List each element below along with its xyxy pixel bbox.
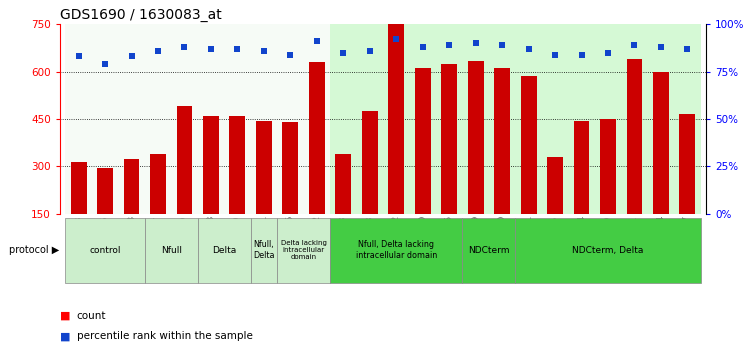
Bar — [383, 24, 409, 214]
Bar — [124, 159, 140, 262]
Bar — [442, 64, 457, 262]
Bar — [97, 168, 113, 262]
Bar — [674, 24, 701, 214]
Bar — [621, 24, 647, 214]
Bar — [574, 121, 590, 262]
Bar — [198, 218, 251, 283]
Text: NDCterm, Delta: NDCterm, Delta — [572, 246, 644, 255]
Bar — [600, 119, 616, 262]
Bar — [256, 121, 272, 262]
Bar — [145, 218, 198, 283]
Bar — [330, 24, 357, 214]
Point — [655, 44, 667, 50]
Point — [443, 42, 455, 48]
Text: Nfull,
Delta: Nfull, Delta — [253, 240, 275, 260]
Bar — [409, 24, 436, 214]
Point — [549, 52, 561, 57]
Point — [179, 44, 191, 50]
Text: Nfull: Nfull — [161, 246, 182, 255]
Text: control: control — [89, 246, 121, 255]
Bar — [145, 24, 171, 214]
Text: ■: ■ — [60, 332, 71, 341]
Bar — [119, 24, 145, 214]
Text: percentile rank within the sample: percentile rank within the sample — [77, 332, 252, 341]
Point — [629, 42, 641, 48]
Bar — [647, 24, 674, 214]
Bar — [362, 111, 378, 262]
Bar — [198, 24, 225, 214]
Bar — [468, 60, 484, 262]
Bar — [277, 218, 330, 283]
Point — [258, 48, 270, 53]
Bar — [92, 24, 119, 214]
Bar — [547, 157, 563, 262]
Text: Nfull, Delta lacking
intracellular domain: Nfull, Delta lacking intracellular domai… — [356, 240, 437, 260]
Bar — [71, 162, 86, 262]
Point — [523, 46, 535, 51]
Bar — [463, 24, 489, 214]
Bar — [225, 24, 251, 214]
Bar — [515, 24, 541, 214]
Point — [496, 42, 508, 48]
Point — [337, 50, 349, 55]
Bar — [251, 218, 277, 283]
Bar — [569, 24, 595, 214]
Bar — [277, 24, 303, 214]
Text: GDS1690 / 1630083_at: GDS1690 / 1630083_at — [60, 8, 222, 22]
Point — [602, 50, 614, 55]
Point — [99, 61, 111, 67]
Bar — [494, 68, 510, 262]
Bar — [176, 106, 192, 262]
Bar — [520, 76, 536, 262]
Point — [681, 46, 693, 51]
Point — [152, 48, 164, 53]
Bar — [251, 24, 277, 214]
Bar — [65, 24, 92, 214]
Bar — [171, 24, 198, 214]
Bar — [680, 114, 695, 262]
Bar — [626, 59, 642, 262]
Point — [231, 46, 243, 51]
Bar — [515, 218, 701, 283]
Bar — [203, 116, 219, 262]
Bar — [309, 62, 324, 262]
Point — [285, 52, 297, 57]
Text: Delta lacking
intracellular
domain: Delta lacking intracellular domain — [281, 240, 327, 260]
Bar — [330, 218, 463, 283]
Bar — [282, 122, 298, 262]
Bar — [388, 24, 404, 262]
Bar — [230, 116, 246, 262]
Bar — [653, 71, 669, 262]
Bar — [436, 24, 463, 214]
Point — [363, 48, 376, 53]
Bar — [336, 154, 351, 262]
Text: ■: ■ — [60, 311, 71, 321]
Bar — [150, 154, 166, 262]
Bar — [303, 24, 330, 214]
Point — [575, 52, 587, 57]
Point — [311, 38, 323, 44]
Bar — [595, 24, 621, 214]
Bar — [541, 24, 569, 214]
Point — [125, 53, 137, 59]
Text: count: count — [77, 311, 106, 321]
Bar — [357, 24, 383, 214]
Point — [417, 44, 429, 50]
Text: Delta: Delta — [212, 246, 237, 255]
Point — [205, 46, 217, 51]
Point — [73, 53, 85, 59]
Text: NDCterm: NDCterm — [468, 246, 510, 255]
Point — [391, 37, 403, 42]
Bar — [415, 68, 430, 262]
Text: protocol ▶: protocol ▶ — [8, 245, 59, 255]
Bar — [489, 24, 515, 214]
Bar — [65, 218, 145, 283]
Bar — [463, 218, 515, 283]
Point — [469, 40, 481, 46]
